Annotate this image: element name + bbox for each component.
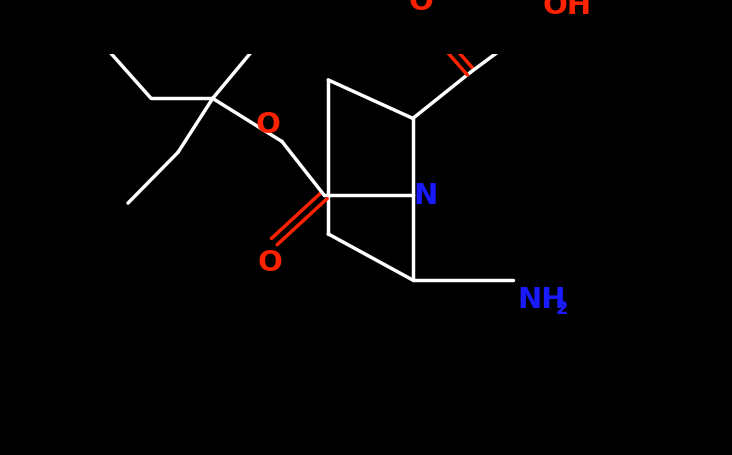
Text: OH: OH	[542, 0, 591, 20]
Text: NH: NH	[518, 285, 566, 313]
Text: O: O	[255, 111, 280, 138]
Text: O: O	[409, 0, 434, 16]
Text: N: N	[413, 182, 437, 210]
Text: O: O	[257, 248, 282, 276]
Text: 2: 2	[556, 300, 569, 318]
